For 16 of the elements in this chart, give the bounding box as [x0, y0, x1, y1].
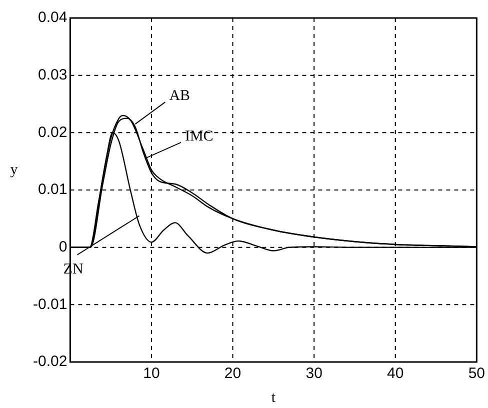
- y-tick-label: 0: [58, 238, 68, 256]
- y-tick-label: 0.02: [38, 124, 68, 141]
- y-tick-label: -0.02: [32, 353, 68, 370]
- y-tick-label: 0.04: [38, 9, 68, 26]
- annotation: IMC: [184, 128, 214, 144]
- x-tick-label: 40: [387, 365, 404, 382]
- y-tick-label: 0.01: [38, 181, 68, 198]
- annotation: AB: [169, 88, 190, 104]
- y-tick-label: 0.03: [38, 66, 68, 84]
- y-axis-title: y: [10, 162, 18, 178]
- x-axis-title: t: [271, 390, 276, 406]
- x-tick-label: 10: [143, 365, 160, 382]
- x-tick-label: 20: [224, 365, 242, 382]
- y-tick-label: -0.01: [32, 296, 68, 313]
- x-tick-label: 30: [306, 365, 322, 382]
- x-tick-label: 50: [468, 365, 485, 382]
